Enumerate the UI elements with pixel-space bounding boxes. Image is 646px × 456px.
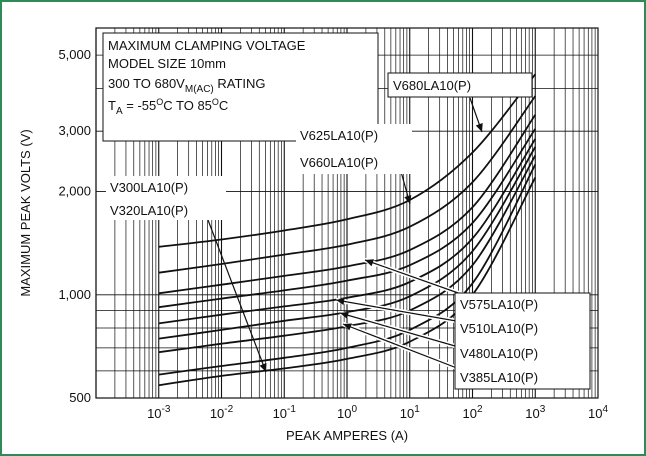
x-tick-label: 101 — [400, 404, 420, 421]
title-box: MAXIMUM CLAMPING VOLTAGE MODEL SIZE 10mm… — [102, 32, 379, 142]
temp-subscript: A — [116, 106, 123, 117]
annotation-v385-text: V385LA10(P) — [460, 370, 538, 385]
rating-line: 300 TO 680VM(AC) RATING — [108, 76, 266, 95]
arrow-v300-shaft — [207, 219, 267, 373]
arrow-v575-head — [365, 259, 374, 267]
annotation-v575-text: V575LA10(P) — [460, 297, 538, 312]
y-tick-label: 500 — [69, 390, 91, 405]
plot-border — [95, 27, 599, 399]
y-tick-label: 2,000 — [58, 184, 91, 199]
temperature-line: TA = -55OC TO 85OC — [108, 97, 228, 117]
series-curves — [158, 73, 537, 387]
annotation-v300-text: V300LA10(P) — [110, 180, 188, 195]
annotation-v680-box — [387, 72, 533, 98]
temp-mid-2: C TO 85 — [163, 98, 212, 113]
series-line-v480la10p — [158, 146, 537, 340]
x-tick-label: 103 — [525, 404, 545, 421]
series-line-v385la10p — [158, 154, 537, 354]
y-axis-label: MAXIMUM PEAK VOLTS (V) — [18, 129, 33, 296]
annotation-v510-text: V510LA10(P) — [460, 321, 538, 336]
arrow-v385-head — [343, 323, 352, 331]
annotation-v680-text: V680LA10(P) — [393, 78, 471, 93]
x-tick-labels: 10-3 10-2 10-1 100 101 102 103 104 — [147, 404, 608, 421]
x-tick-label: 10-2 — [210, 404, 234, 421]
rating-prefix: 300 TO 680V — [108, 76, 185, 91]
series-line-v575la10p — [158, 128, 537, 309]
annotation-v480-text: V480LA10(P) — [460, 346, 538, 361]
y-tick-label: 5,000 — [58, 47, 91, 62]
arrow-v510-shaft — [335, 299, 463, 323]
temp-mid: = -55 — [123, 98, 157, 113]
rating-suffix: RATING — [214, 76, 266, 91]
title-box-background — [102, 32, 379, 142]
temp-sup-2: O — [212, 97, 219, 107]
title-line-2: MODEL SIZE 10mm — [108, 56, 226, 71]
series-line-v625la10p — [158, 114, 537, 295]
arrow-v510-head — [336, 297, 345, 305]
arrow-v680-head — [475, 123, 483, 132]
annotation-v575-v385: V575LA10(P) V510LA10(P) V480LA10(P) V385… — [454, 292, 591, 390]
annotation-v320-text: V320LA10(P) — [110, 203, 188, 218]
temp-suffix: C — [219, 98, 228, 113]
series-line-v660la10p — [158, 95, 537, 274]
annotation-v300-v320-background — [106, 176, 226, 220]
arrow-v480-head — [340, 311, 349, 319]
x-tick-label: 104 — [588, 404, 608, 421]
annotation-v575-v385-box — [454, 292, 591, 390]
annotation-v680: V680LA10(P) — [387, 72, 533, 98]
annotation-v300-v320: V300LA10(P) V320LA10(P) — [106, 176, 226, 220]
arrow-v385-shaft — [342, 323, 463, 371]
annotation-v625-v660-background — [296, 124, 412, 174]
y-tick-label: 3,000 — [58, 123, 91, 138]
x-tick-label: 102 — [462, 404, 482, 421]
series-line-v300la10p — [158, 176, 537, 387]
arrow-v300-head — [259, 363, 267, 372]
annotation-v660-text: V660LA10(P) — [300, 155, 378, 170]
annotation-v625-v660: V625LA10(P) V660LA10(P) — [296, 124, 412, 174]
title-line-1: MAXIMUM CLAMPING VOLTAGE — [108, 38, 306, 53]
arrow-v660-head — [404, 195, 412, 204]
temp-prefix: T — [108, 98, 116, 113]
y-tick-labels: 500 1,000 2,000 3,000 5,000 — [58, 47, 91, 405]
temp-sup-1: O — [156, 97, 163, 107]
arrow-v480-shaft — [339, 312, 463, 349]
series-line-v320la10p — [158, 163, 537, 376]
series-line-v510la10p — [158, 138, 537, 325]
x-tick-label: 10-3 — [147, 404, 171, 421]
y-tick-label: 1,000 — [58, 287, 91, 302]
series-line-v680la10p — [158, 73, 537, 248]
x-tick-label: 100 — [337, 404, 357, 421]
x-axis-label: PEAK AMPERES (A) — [286, 428, 408, 443]
annotation-v625-text: V625LA10(P) — [300, 128, 378, 143]
x-tick-label: 10-1 — [273, 404, 297, 421]
rating-subscript: M(AC) — [185, 84, 214, 95]
